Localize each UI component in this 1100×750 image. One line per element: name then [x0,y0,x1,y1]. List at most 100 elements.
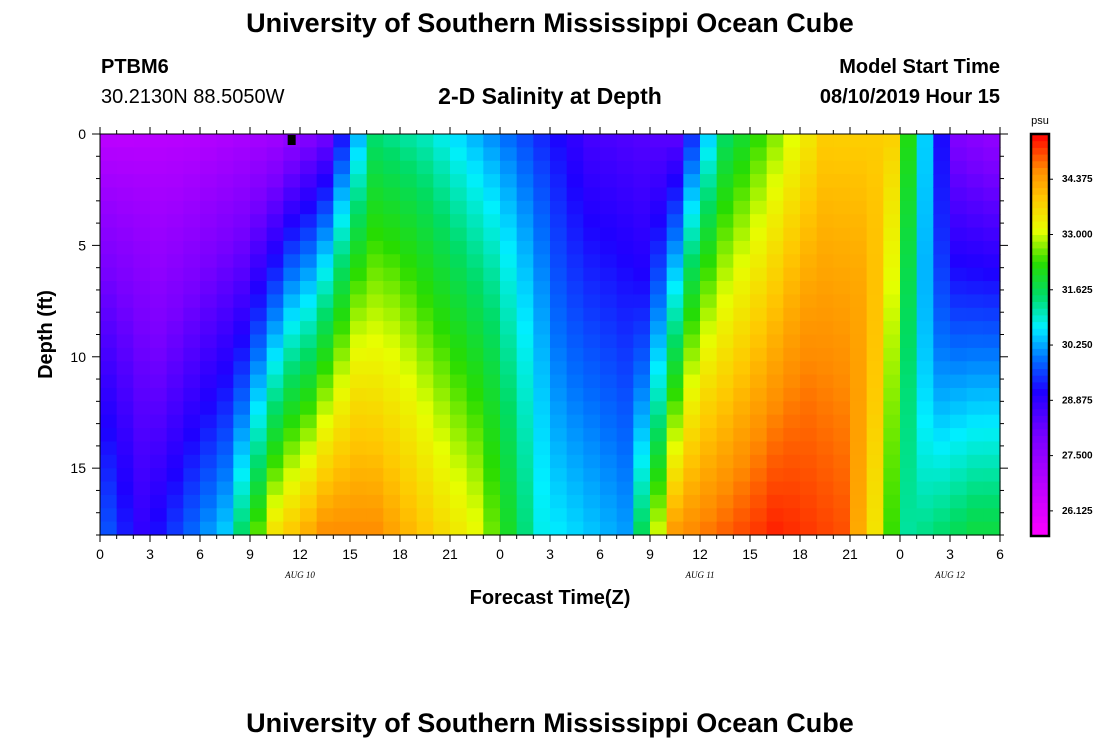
colorbar-segment [1031,368,1049,376]
heatmap-cell [800,187,818,202]
heatmap-cell [600,334,618,349]
heatmap-cell [883,481,901,496]
heatmap-cell [733,441,751,456]
heatmap-cell [800,494,818,509]
heatmap-cell [700,254,718,269]
heatmap-cell [216,468,234,483]
heatmap-cell [400,334,418,349]
heatmap-cell [950,200,968,215]
heatmap-cell [433,147,451,162]
heatmap-cell [716,334,734,349]
heatmap-cell [200,334,218,349]
heatmap-cell [366,240,384,255]
heatmap-cell [583,134,601,148]
heatmap-cell [350,147,368,162]
heatmap-cell [266,160,284,175]
heatmap-cell [933,414,951,429]
heatmap-cell [966,214,984,229]
heatmap-cell [850,187,868,202]
heatmap-cell [316,134,334,148]
x-tick-label: 0 [496,546,504,562]
heatmap-cell [266,187,284,202]
heatmap-cell [566,160,584,175]
heatmap-cell [350,174,368,189]
heatmap-cell [500,294,518,309]
heatmap-cell [466,307,484,322]
heatmap-cell [966,281,984,295]
heatmap-cell [666,347,684,362]
heatmap-cell [750,134,768,148]
heatmap-cell [883,468,901,483]
heatmap-cell [983,508,1001,523]
heatmap-cell [733,347,751,362]
heatmap-cell [116,187,134,202]
heatmap-cell [750,254,768,269]
heatmap-cell [583,200,601,215]
heatmap-cell [666,374,684,389]
colorbar-frame [1029,132,1051,538]
heatmap-cell [883,321,901,336]
colorbar-segment [1031,395,1049,403]
heatmap-cell [516,174,534,189]
heatmap-cell [283,361,301,376]
heatmap-cell [383,428,401,443]
heatmap-cell [500,441,518,456]
heatmap-cell [450,374,468,389]
heatmap-cell [283,387,301,402]
heatmap-cell [566,187,584,202]
heatmap-cell [683,361,701,376]
heatmap-cell [650,240,668,255]
heatmap-cell [300,307,318,322]
heatmap-cell [750,214,768,229]
heatmap-cell [150,160,168,175]
heatmap-cell [716,454,734,469]
heatmap-cell [350,414,368,429]
heatmap-cell [316,267,334,282]
heatmap-cell [683,521,701,536]
heatmap-cell [816,414,834,429]
heatmap-cell [366,321,384,336]
heatmap-cell [300,147,318,162]
heatmap-cell [833,200,851,215]
heatmap-cell [166,454,184,469]
heatmap-cell [500,160,518,175]
heatmap-cell [250,374,268,389]
heatmap-cell [133,441,151,456]
heatmap-cell [266,468,284,483]
heatmap-cell [583,227,601,242]
heatmap-cell [750,374,768,389]
heatmap-cell [583,281,601,295]
heatmap-cell [400,254,418,269]
heatmap-cell [850,267,868,282]
heatmap-cell [650,200,668,215]
heatmap-cell [866,508,884,523]
heatmap-cell [866,481,884,496]
heatmap-cell [616,428,634,443]
heatmap-cell [483,200,501,215]
heatmap-cell [550,214,568,229]
heatmap-cell [466,374,484,389]
heatmap-cell [483,521,501,536]
heatmap-cell [716,307,734,322]
heatmap-cell [566,428,584,443]
heatmap-cell [866,174,884,189]
heatmap-cell [716,147,734,162]
heatmap-cell [550,187,568,202]
heatmap-cell [183,508,201,523]
heatmap-cell [916,200,934,215]
heatmap-cell [550,494,568,509]
heatmap-cell [300,200,318,215]
heatmap-cell [616,267,634,282]
heatmap-cell [416,494,434,509]
heatmap-cell [450,347,468,362]
heatmap-cell [283,187,301,202]
heatmap-cell [983,174,1001,189]
heatmap-cell [283,160,301,175]
heatmap-cell [266,387,284,402]
heatmap-cell [566,214,584,229]
heatmap-cell [133,374,151,389]
heatmap-cell [483,401,501,416]
heatmap-cell [866,147,884,162]
heatmap-cell [266,521,284,536]
heatmap-cell [766,267,784,282]
